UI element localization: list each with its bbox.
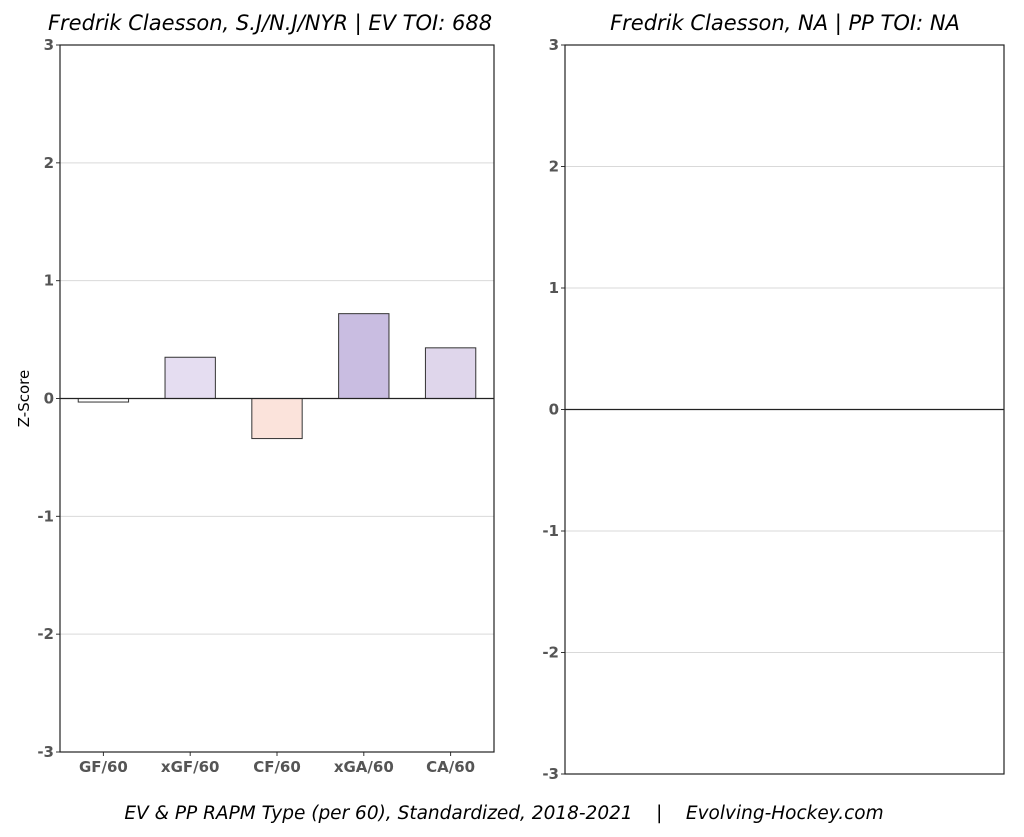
bar-xga-per-60	[338, 313, 390, 399]
y-tick-label: 0	[549, 401, 559, 419]
x-tick-label: GF/60	[79, 758, 128, 776]
plot-frame	[59, 44, 495, 753]
x-tick-label: CF/60	[253, 758, 301, 776]
x-tick-label: CA/60	[426, 758, 475, 776]
chart-title: Fredrik Claesson, S.J/N.J/NYR | EV TOI: …	[48, 11, 492, 36]
y-tick-label: -3	[37, 743, 54, 761]
ev-chart-panel: Fredrik Claesson, S.J/N.J/NYR | EV TOI: …	[15, 11, 495, 776]
y-tick-label: -1	[542, 522, 559, 540]
y-tick-label: 0	[44, 390, 54, 408]
y-tick-label: -2	[542, 644, 559, 662]
y-axis-label: Z-Score	[15, 370, 33, 427]
y-tick-label: 1	[44, 272, 54, 290]
y-tick-label: 3	[44, 36, 54, 54]
y-tick-label: 2	[44, 154, 54, 172]
y-tick-label: -3	[542, 765, 559, 783]
bar-ca-per-60	[424, 347, 477, 399]
bar-xgf-per-60	[164, 356, 216, 399]
x-tick-label: xGA/60	[334, 758, 394, 776]
y-tick-label: 3	[549, 36, 559, 54]
y-tick-label: -2	[37, 625, 54, 643]
x-tick-label: xGF/60	[161, 758, 220, 776]
y-tick-label: 2	[549, 158, 559, 176]
chart-title: Fredrik Claesson, NA | PP TOI: NA	[610, 11, 960, 36]
bar-cf-per-60	[251, 398, 303, 440]
plot-frame	[564, 44, 1005, 775]
figure-footer: EV & PP RAPM Type (per 60), Standardized…	[124, 803, 883, 824]
y-tick-label: 1	[549, 279, 559, 297]
pp-chart-panel: Fredrik Claesson, NA | PP TOI: NA -3 -2 -1 0…	[542, 11, 1005, 783]
y-tick-label: -1	[37, 507, 54, 525]
